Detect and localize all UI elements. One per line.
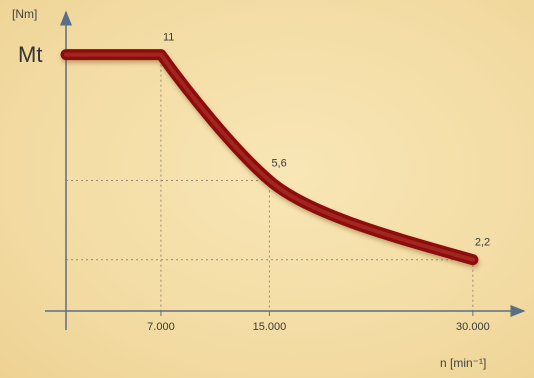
torque-curve [60,49,479,266]
y-axis-label: Mt [18,42,42,67]
x-tick-label-2: 30.000 [456,321,490,333]
x-axis-label: n [min⁻¹] [440,356,486,370]
point-value-labels: 11 5,6 2,2 [163,32,490,249]
point-label-2: 2,2 [475,237,490,249]
point-label-1: 5,6 [271,157,286,169]
x-tick-label-0: 7.000 [147,321,175,333]
guide-lines [66,64,474,311]
point-label-0: 11 [163,32,174,44]
y-unit-label: [Nm] [12,7,37,21]
torque-curve-highlight [64,52,475,262]
x-tick-label-1: 15.000 [253,321,287,333]
x-tick-labels: 7.000 15.000 30.000 [147,311,490,333]
